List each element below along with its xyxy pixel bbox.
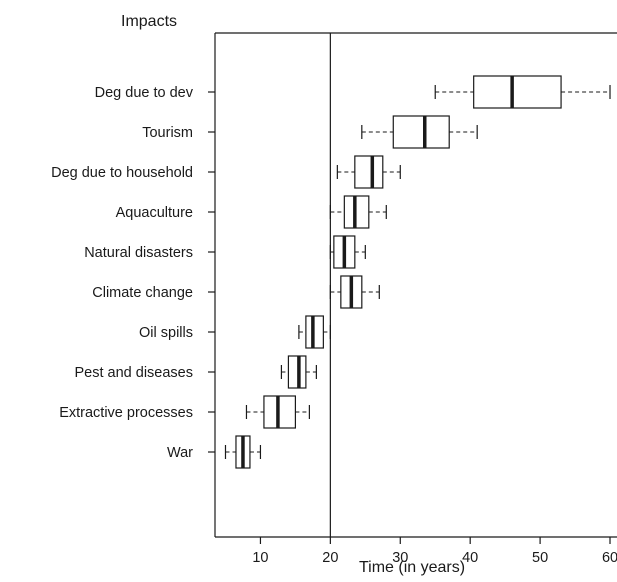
category-labels: Deg due to dev Tourism Deg due to househol… <box>51 85 194 461</box>
x-tick-label: 20 <box>322 550 338 566</box>
box-group <box>208 75 611 469</box>
plot-frame <box>214 32 617 538</box>
box-7 <box>208 355 317 389</box>
category-label: Tourism <box>142 125 193 141</box>
box-3 <box>208 195 387 229</box>
category-label: Climate change <box>92 285 193 301</box>
category-label: Deg due to household <box>51 165 193 181</box>
category-label: Aquaculture <box>116 205 193 221</box>
x-axis-ticks: 10 20 30 40 50 60 <box>252 537 617 566</box>
category-label: War <box>167 445 193 461</box>
box-6 <box>208 315 331 349</box>
iqr-box <box>473 75 562 109</box>
box-5 <box>208 275 380 309</box>
x-tick-label: 30 <box>392 550 408 566</box>
y-axis-title: Impacts <box>121 13 177 30</box>
category-label: Natural disasters <box>84 245 193 261</box>
iqr-box <box>354 155 384 189</box>
iqr-box <box>392 115 450 149</box>
box-9 <box>208 435 262 469</box>
category-label: Pest and diseases <box>75 365 194 381</box>
category-label: Extractive processes <box>59 405 193 421</box>
category-label: Deg due to dev <box>95 85 194 101</box>
box-0 <box>208 75 611 109</box>
x-tick-label: 50 <box>532 550 548 566</box>
x-axis-title: Time (in years) <box>359 559 465 576</box>
box-4 <box>208 235 366 269</box>
x-tick-label: 10 <box>252 550 268 566</box>
box-2 <box>208 155 401 189</box>
box-1 <box>208 115 478 149</box>
x-tick-label: 40 <box>462 550 478 566</box>
x-tick-label: 60 <box>602 550 617 566</box>
box-8 <box>208 395 310 429</box>
category-label: Oil spills <box>139 325 193 341</box>
